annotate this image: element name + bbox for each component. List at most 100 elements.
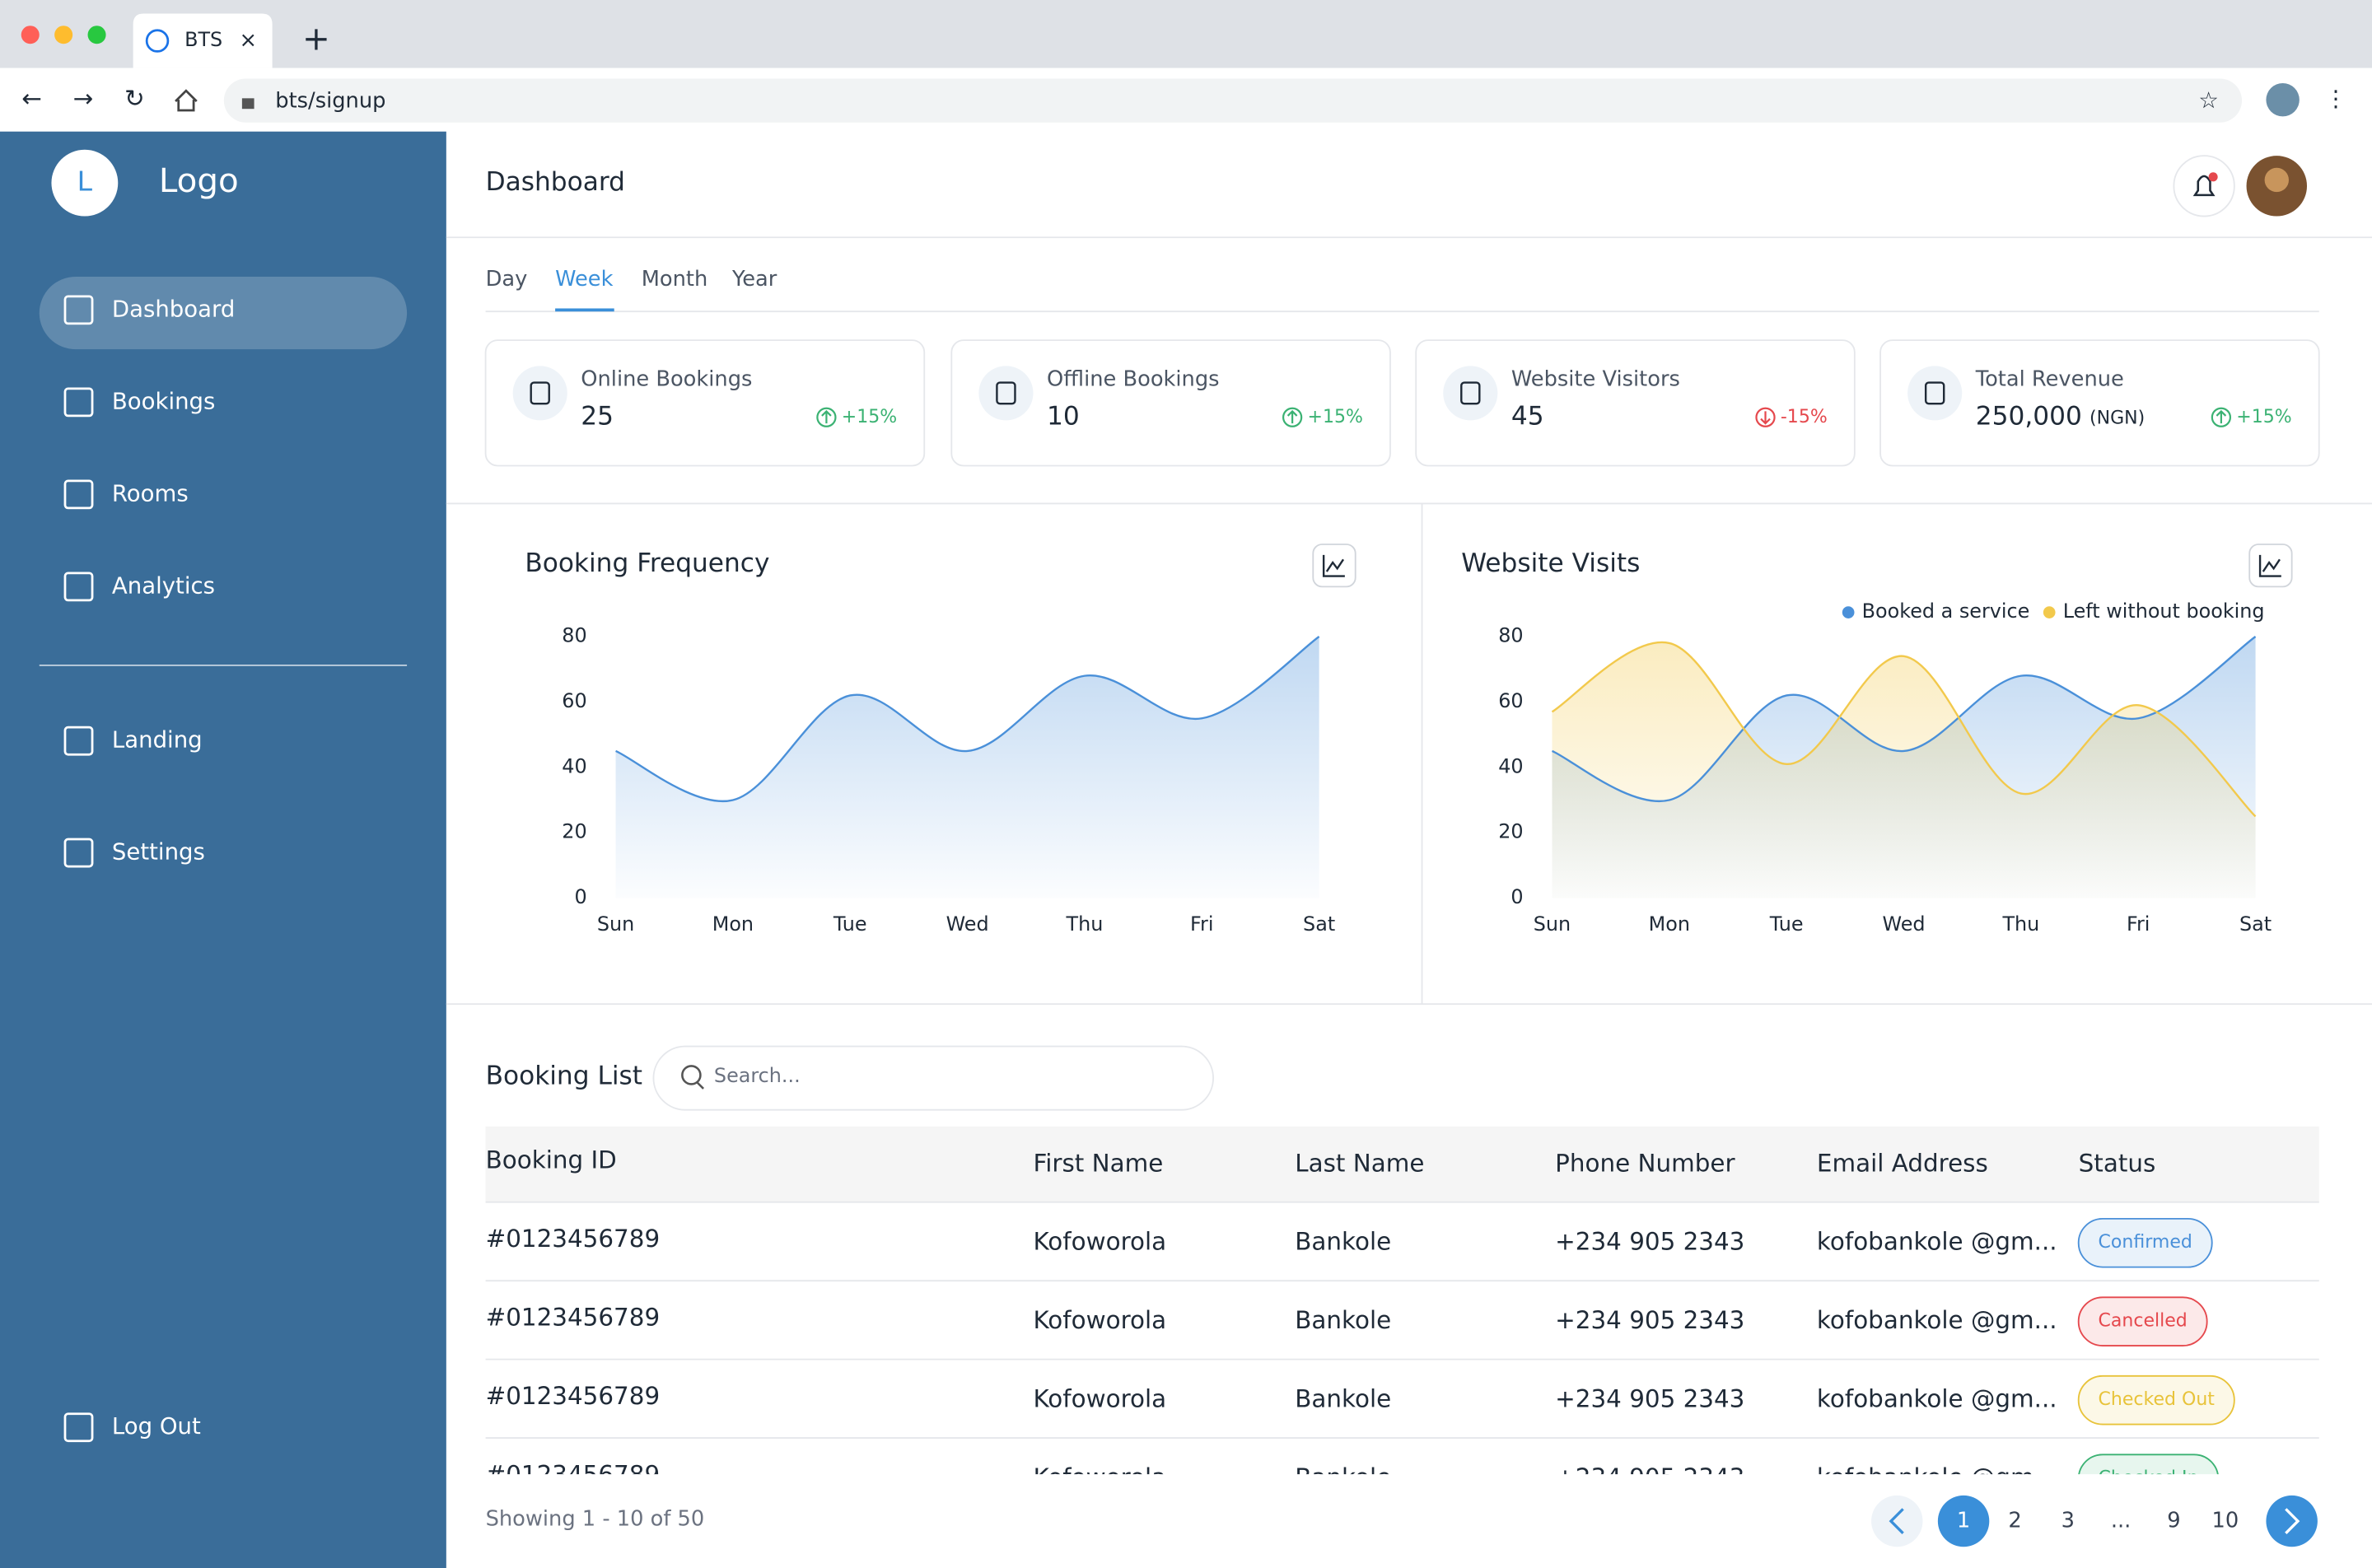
reload[interactable]: ↻ <box>124 85 145 113</box>
nav-item[interactable]: Rooms <box>112 480 189 506</box>
stat-unit: (NGN) <box>2090 408 2145 429</box>
next-page[interactable] <box>2266 1495 2318 1547</box>
stat-change: +15% <box>2236 407 2291 427</box>
stat-card <box>484 339 926 467</box>
bell-button[interactable] <box>2173 155 2235 217</box>
nav-icon <box>63 572 94 602</box>
y-tick-label: 20 <box>1498 820 1523 843</box>
table-body: #0123456789 Kofoworola Bankole +234 905 234… <box>485 1217 2319 1491</box>
table-cell: kofobankole @gm... <box>1817 1463 2057 1491</box>
x-tick-label: Fri <box>2127 912 2150 936</box>
page-number[interactable]: 9 <box>2167 1509 2180 1533</box>
menu[interactable]: ⋮ <box>2324 86 2347 112</box>
tab-icon <box>145 29 170 53</box>
chart-type-icon <box>2258 554 2281 577</box>
chart-type-icon <box>1322 554 1345 577</box>
nav-item[interactable]: Landing <box>112 727 203 754</box>
x-tick-label: Tue <box>833 912 867 936</box>
page-title: Dashboard <box>486 167 625 197</box>
new-tab[interactable]: + <box>302 19 330 58</box>
nav-item[interactable]: Analytics <box>112 572 215 599</box>
y-tick-label: 0 <box>1511 885 1523 908</box>
stat-card <box>1415 339 1856 467</box>
logo-circle <box>51 149 119 217</box>
stat-icon-glyph <box>1924 381 1945 405</box>
x-tick-label: Tue <box>1769 912 1804 936</box>
stat-change: +15% <box>1307 407 1362 427</box>
period-tab[interactable]: Month <box>642 267 708 292</box>
column-header: Booking ID <box>486 1146 617 1174</box>
x-tick-label: Mon <box>1649 912 1690 936</box>
tab-close[interactable]: × <box>239 28 257 53</box>
address-bar[interactable] <box>223 78 2243 123</box>
period-tab[interactable]: Day <box>486 267 528 292</box>
active-pill <box>39 277 408 350</box>
period-tab[interactable]: Week <box>555 267 614 292</box>
line <box>1551 641 2257 818</box>
table-header <box>485 1126 2319 1202</box>
close-dot[interactable] <box>21 26 40 44</box>
page-number[interactable]: 3 <box>2061 1509 2075 1533</box>
table-title: Booking List <box>486 1061 642 1090</box>
forward[interactable]: → <box>73 85 94 113</box>
page-number[interactable]: ... <box>2111 1509 2132 1533</box>
current-page <box>1937 1495 1990 1547</box>
period-tab[interactable]: Year <box>731 267 777 292</box>
back[interactable]: ← <box>21 85 42 113</box>
status-label: Checked Out <box>2099 1389 2216 1410</box>
y-tick-label: 60 <box>1498 689 1523 712</box>
trend-icon <box>816 407 837 427</box>
stat-icon-glyph <box>996 381 1016 405</box>
x-tick-label: Wed <box>946 912 989 936</box>
max-dot[interactable] <box>87 26 106 44</box>
line <box>1552 636 2257 803</box>
home[interactable] <box>175 89 198 112</box>
table-cell: Kofoworola <box>1033 1385 1166 1413</box>
page-number[interactable]: 1 <box>1957 1509 1970 1533</box>
stat-value: 45 <box>1511 402 1544 432</box>
stat-icon-glyph <box>1460 381 1481 405</box>
trend-icon <box>1286 409 1298 424</box>
nav-item[interactable]: Dashboard <box>112 296 235 322</box>
stat-label: Total Revenue <box>1975 366 2124 391</box>
table-cell: #0123456789 <box>486 1461 661 1489</box>
browser-tab[interactable] <box>133 13 273 68</box>
status-pill <box>2077 1296 2208 1347</box>
stat-label: Online Bookings <box>581 366 752 391</box>
page-number[interactable]: 10 <box>2211 1509 2239 1533</box>
line <box>615 636 1320 803</box>
page-number[interactable]: 2 <box>2008 1509 2021 1533</box>
search-box[interactable] <box>652 1045 1214 1111</box>
stat-value: 10 <box>1047 402 1080 432</box>
profile[interactable] <box>2266 82 2300 117</box>
next-icon <box>2285 1508 2300 1534</box>
x-tick-label: Wed <box>1883 912 1926 936</box>
logout[interactable]: Log Out <box>112 1413 201 1440</box>
column-header: Phone Number <box>1555 1149 1735 1177</box>
nav-item[interactable]: Bookings <box>112 388 215 414</box>
prev-page[interactable] <box>1871 1495 1923 1547</box>
table-cell: kofobankole @gm... <box>1817 1385 2057 1413</box>
legend-swatch <box>2043 606 2056 618</box>
legend-label: Booked a service <box>1862 600 2030 623</box>
x-tick-label: Sat <box>2239 912 2272 936</box>
column-header: First Name <box>1033 1149 1163 1177</box>
status-pill <box>2077 1217 2213 1268</box>
y-tick-label: 60 <box>562 689 586 712</box>
nav-item[interactable]: Settings <box>112 839 205 866</box>
stat-change: -15% <box>1781 407 1828 427</box>
sidebar-bg <box>0 131 446 1568</box>
column-header: Last Name <box>1295 1149 1424 1177</box>
min-dot[interactable] <box>54 26 73 44</box>
table-cell: Kofoworola <box>1033 1228 1166 1256</box>
bookmark[interactable]: ☆ <box>2198 87 2219 114</box>
column-header: Status <box>2079 1149 2156 1177</box>
stat-icon <box>978 366 1034 421</box>
area <box>615 636 1319 898</box>
bell-icon <box>2192 175 2216 197</box>
y-tick-label: 80 <box>562 623 586 646</box>
stat-value: 250,000 <box>1976 402 2082 432</box>
url: bts/signup <box>275 89 385 114</box>
